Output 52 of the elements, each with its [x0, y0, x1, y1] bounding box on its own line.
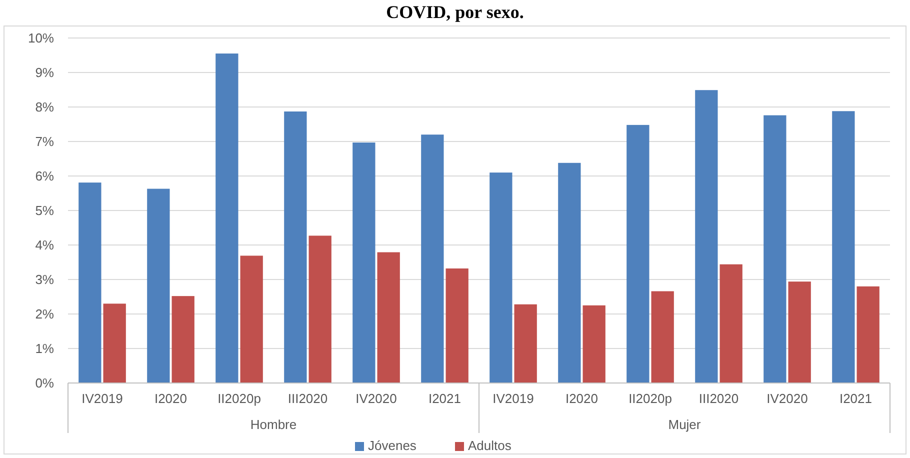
bar [788, 282, 811, 383]
chart-title: COVID, por sexo. [386, 2, 524, 22]
bar [764, 115, 786, 383]
y-tick-label: 6% [35, 168, 54, 184]
y-tick-label: 7% [35, 134, 54, 150]
text: Mujer [668, 417, 702, 432]
bar [172, 296, 194, 383]
bar [558, 162, 581, 383]
bar [284, 111, 307, 383]
bar [421, 134, 444, 383]
x-tick-label: IV2020 [766, 391, 808, 406]
bar [446, 268, 468, 383]
bar [651, 291, 674, 383]
x-tick-label: I2021 [839, 391, 872, 406]
bar [240, 256, 263, 383]
y-tick-label: 8% [35, 100, 54, 115]
x-tick-label: I2020 [565, 391, 598, 406]
x-tick-label: III2020 [698, 391, 739, 406]
bar [490, 172, 512, 383]
y-tick-label: 1% [35, 341, 54, 356]
bar [514, 304, 537, 383]
x-tick-label: I2020 [154, 391, 188, 406]
y-tick-label: 0% [35, 376, 54, 391]
bar [78, 182, 102, 383]
bar [720, 264, 742, 383]
y-tick-label: 5% [35, 203, 54, 218]
x-tick-label: IV2020 [356, 391, 397, 406]
x-tick-label: I2021 [428, 391, 462, 406]
text: Hombre [250, 417, 297, 432]
x-tick-label: IV2019 [82, 391, 123, 406]
bar [103, 304, 126, 383]
bar [582, 305, 606, 383]
bar [308, 236, 332, 383]
bar [216, 54, 238, 383]
y-tick-label: 4% [35, 238, 54, 253]
y-tick-label: 3% [35, 272, 54, 288]
bar [626, 124, 650, 383]
x-tick-label: IV2019 [492, 391, 534, 406]
bar [377, 252, 400, 383]
legend-label: Jóvenes [368, 438, 417, 453]
bar [695, 90, 718, 383]
y-tick-label: 10% [28, 30, 54, 46]
bar [147, 188, 170, 383]
y-tick-label: 9% [35, 65, 54, 80]
bar [832, 111, 855, 383]
bar [352, 142, 376, 383]
x-tick-label: II2020p [218, 391, 261, 406]
bar [856, 286, 880, 383]
legend-label: Adultos [468, 438, 512, 453]
y-tick-label: 2% [35, 306, 54, 322]
x-tick-label: III2020 [288, 391, 328, 406]
x-tick-label: II2020p [628, 391, 672, 406]
